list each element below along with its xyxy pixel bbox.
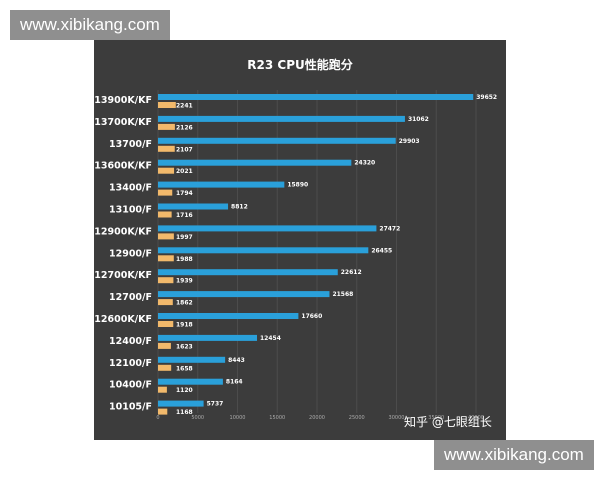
x-tick-label: 35000 — [428, 415, 444, 421]
bar-primary — [158, 400, 204, 407]
bar-secondary-value: 1120 — [176, 387, 193, 394]
bar-primary — [158, 378, 223, 385]
bar-primary — [158, 291, 330, 298]
bar-secondary — [158, 211, 172, 218]
bar-primary-value: 5737 — [207, 401, 224, 408]
category-label: 10400/F — [109, 380, 152, 391]
bar-secondary-value: 1988 — [176, 256, 193, 263]
bar-primary-value: 24320 — [354, 160, 375, 167]
bar-primary — [158, 203, 229, 210]
bar-secondary — [158, 255, 174, 262]
x-axis-ticks: 0 5000 10000 15000 20000 25000 30000 35000 40000 — [156, 415, 484, 421]
category-label: 12400/F — [109, 336, 152, 347]
category-label: 12900K/KF — [94, 226, 152, 237]
bar-primary-value: 8164 — [226, 379, 243, 386]
bar-secondary-value: 1862 — [176, 300, 193, 307]
bar-primary-value: 22612 — [341, 269, 362, 276]
bar-primary — [158, 181, 285, 188]
x-tick-label: 40000 — [468, 415, 484, 421]
bar-rows: 13900K/KF 39652 2241 13700K/KF 31062 2126 1370… — [94, 94, 497, 416]
category-label: 12100/F — [109, 358, 152, 369]
bar-primary — [158, 225, 377, 232]
category-label: 13700/F — [109, 139, 152, 150]
bar-secondary — [158, 277, 174, 284]
bar-secondary — [158, 386, 167, 393]
x-tick-label: 25000 — [349, 415, 365, 421]
category-label: 12700K/KF — [94, 270, 152, 281]
bar-secondary — [158, 364, 172, 371]
bar-secondary-value: 2021 — [176, 168, 193, 175]
bar-secondary-value: 1918 — [176, 322, 193, 329]
bar-primary — [158, 247, 369, 254]
bar-primary-value: 26455 — [371, 247, 392, 254]
bar-secondary — [158, 342, 171, 349]
bar-secondary — [158, 189, 173, 196]
chart-title: R23 CPU性能跑分 — [247, 57, 352, 72]
bar-secondary-value: 1658 — [176, 365, 193, 372]
category-label: 13400/F — [109, 183, 152, 194]
bar-primary-value: 31062 — [408, 116, 429, 123]
category-label: 12600K/KF — [94, 314, 152, 325]
bar-primary-value: 8443 — [228, 357, 245, 364]
bar-primary-value: 17660 — [301, 313, 322, 320]
bar-secondary-value: 1623 — [176, 343, 193, 350]
bar-primary — [158, 94, 474, 100]
bar-primary — [158, 356, 226, 363]
x-tick-label: 10000 — [230, 415, 246, 421]
x-tick-label: 30000 — [389, 415, 405, 421]
bar-secondary-value: 1716 — [176, 212, 193, 219]
bar-primary-value: 15890 — [287, 182, 308, 189]
watermark-top: www.xibikang.com — [10, 10, 170, 40]
bar-primary — [158, 115, 405, 122]
bar-primary — [158, 159, 352, 166]
x-tick-label: 5000 — [191, 415, 204, 421]
bar-primary-value: 8812 — [231, 204, 248, 211]
bar-primary — [158, 269, 338, 276]
bar-secondary — [158, 233, 174, 240]
bar-secondary-value: 1168 — [176, 409, 193, 416]
x-tick-label: 15000 — [269, 415, 285, 421]
bar-chart: R23 CPU性能跑分 13900K/KF 39652 2241 13700K/KF 3… — [94, 57, 497, 429]
x-tick-label: 20000 — [309, 415, 325, 421]
bar-primary — [158, 137, 396, 144]
bar-secondary-value: 2126 — [176, 124, 193, 131]
bar-secondary — [158, 408, 168, 415]
bar-secondary-value: 1794 — [176, 190, 193, 197]
category-label: 13100/F — [109, 205, 152, 216]
category-label: 10105/F — [109, 402, 152, 413]
category-label: 13700K/KF — [94, 117, 152, 128]
chart-panel: R23 CPU性能跑分 13900K/KF 39652 2241 13700K/KF 3… — [94, 40, 506, 440]
category-label: 12900/F — [109, 248, 152, 259]
watermark-bottom: www.xibikang.com — [434, 440, 594, 470]
bar-secondary-value: 1997 — [176, 234, 193, 241]
x-tick-label: 0 — [156, 415, 159, 421]
bar-secondary — [158, 145, 175, 152]
bar-primary-value: 39652 — [476, 94, 497, 101]
category-label: 12700/F — [109, 292, 152, 303]
bar-secondary — [158, 102, 176, 108]
bar-secondary — [158, 321, 174, 327]
bar-primary-value: 12454 — [260, 335, 281, 342]
bar-primary-value: 21568 — [332, 291, 353, 298]
bar-primary — [158, 313, 299, 319]
bar-primary — [158, 334, 258, 341]
brand-watermark: 知乎 @七眼组长 — [404, 415, 492, 429]
bar-secondary — [158, 167, 175, 174]
category-label: 13900K/KF — [94, 95, 152, 106]
bar-secondary-value: 2107 — [176, 146, 193, 153]
bar-secondary-value: 2241 — [176, 103, 193, 110]
bar-secondary — [158, 123, 175, 130]
bar-primary-value: 29903 — [399, 138, 420, 145]
bar-secondary-value: 1939 — [176, 278, 193, 285]
bar-primary-value: 27472 — [379, 225, 400, 232]
bar-secondary — [158, 299, 173, 306]
category-label: 13600K/KF — [94, 161, 152, 172]
